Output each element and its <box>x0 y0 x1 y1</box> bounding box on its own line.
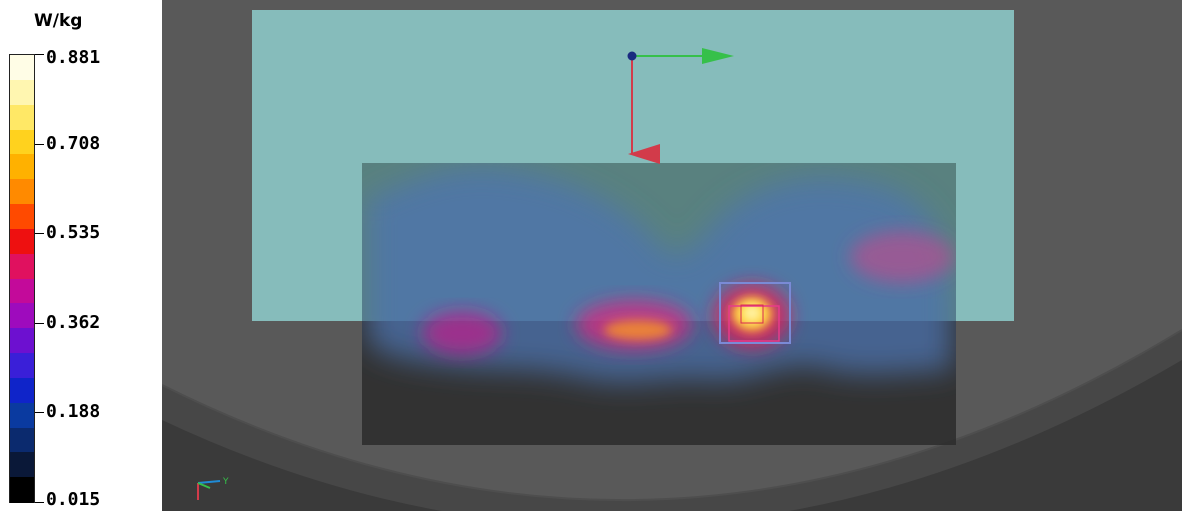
colorbar-segment <box>10 154 34 180</box>
sar-colorbar <box>9 54 35 503</box>
colorbar-tick-label: 0.535 <box>46 222 101 244</box>
colorbar-segment <box>10 477 34 503</box>
sar-hot-left <box>422 311 502 355</box>
colorbar-tick-label: 0.881 <box>46 47 101 68</box>
phantom-shell <box>162 330 1182 511</box>
colorbar-segment <box>10 204 34 230</box>
colorbar-tick <box>35 502 44 503</box>
colorbar-segment <box>10 303 34 329</box>
3d-viewport[interactable]: Y <box>162 0 1182 511</box>
zoom-inner-box <box>728 305 780 342</box>
colorbar-segment <box>10 328 34 354</box>
colorbar-segment <box>10 55 34 81</box>
colorbar-segment <box>10 179 34 205</box>
viewport-scene: Y <box>162 10 1182 511</box>
colorbar-tick <box>35 322 44 324</box>
colorbar-tick <box>35 412 44 414</box>
zoom-scan-box <box>719 282 791 344</box>
colorbar-tick <box>35 54 44 55</box>
colorbar-segment <box>10 427 34 453</box>
colorbar-segment <box>10 402 34 429</box>
colorbar-segment <box>10 278 34 304</box>
sar-legend: W/kg 0.881 0.708 0.535 0.362 0.188 0.015 <box>0 0 160 511</box>
sar-hot-right <box>850 231 954 283</box>
sar-distribution <box>367 167 954 383</box>
colorbar-tick-label: 0.362 <box>46 311 101 333</box>
zoom-core-box <box>740 304 764 324</box>
gizmo-origin <box>627 51 637 61</box>
sar-blue-haze <box>367 167 952 383</box>
colorbar-tick-label: 0.188 <box>46 401 101 423</box>
colorbar-tick <box>35 233 44 235</box>
colorbar-tick <box>35 143 44 145</box>
colorbar-segment <box>10 228 34 255</box>
colorbar-segment <box>10 353 34 379</box>
phantom-outline <box>162 329 1182 502</box>
unit-label: W/kg <box>34 11 83 31</box>
colorbar-segment <box>10 452 34 478</box>
colorbar-segment <box>10 104 34 131</box>
colorbar-segment <box>10 377 34 404</box>
colorbar-segment <box>10 253 34 280</box>
sar-hot-center-core <box>604 320 672 340</box>
colorbar-segment <box>10 79 34 106</box>
axis-triad: Y <box>197 477 229 500</box>
sar-peak-center <box>743 305 761 321</box>
colorbar-tick-label: 0.708 <box>46 132 101 154</box>
axis-triad-label: Y <box>222 477 229 487</box>
colorbar-tick-label: 0.015 <box>46 489 101 510</box>
phantom-inner <box>162 360 1182 511</box>
colorbar-segment <box>10 129 34 155</box>
